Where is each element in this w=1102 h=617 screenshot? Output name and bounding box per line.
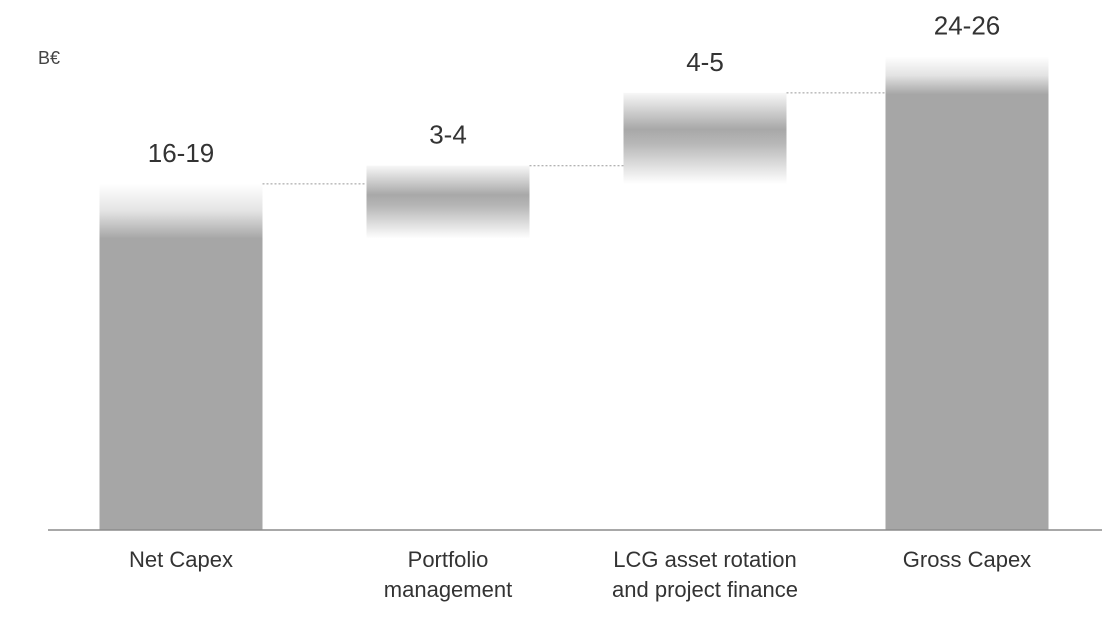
- data-label-2: 3-4: [429, 120, 467, 150]
- bar-2: [366, 165, 530, 239]
- unit-label: B€: [38, 48, 61, 68]
- bar-1: [99, 183, 263, 530]
- data-label-4: 24-26: [934, 10, 1001, 40]
- data-label-3: 4-5: [686, 47, 724, 77]
- category-label-4: Gross Capex: [902, 547, 1032, 572]
- bar-3: [623, 92, 787, 184]
- category-label-3: LCG asset rotation and project finance: [612, 547, 798, 602]
- bar-4: [885, 56, 1049, 531]
- category-label-1: Net Capex: [129, 547, 233, 572]
- data-label-1: 16-19: [148, 138, 215, 168]
- category-label-2: Portfolio management: [383, 547, 513, 602]
